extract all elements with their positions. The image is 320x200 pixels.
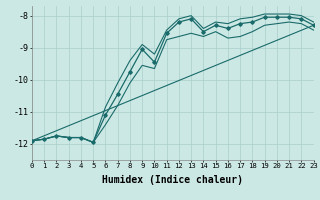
X-axis label: Humidex (Indice chaleur): Humidex (Indice chaleur) bbox=[102, 175, 243, 185]
